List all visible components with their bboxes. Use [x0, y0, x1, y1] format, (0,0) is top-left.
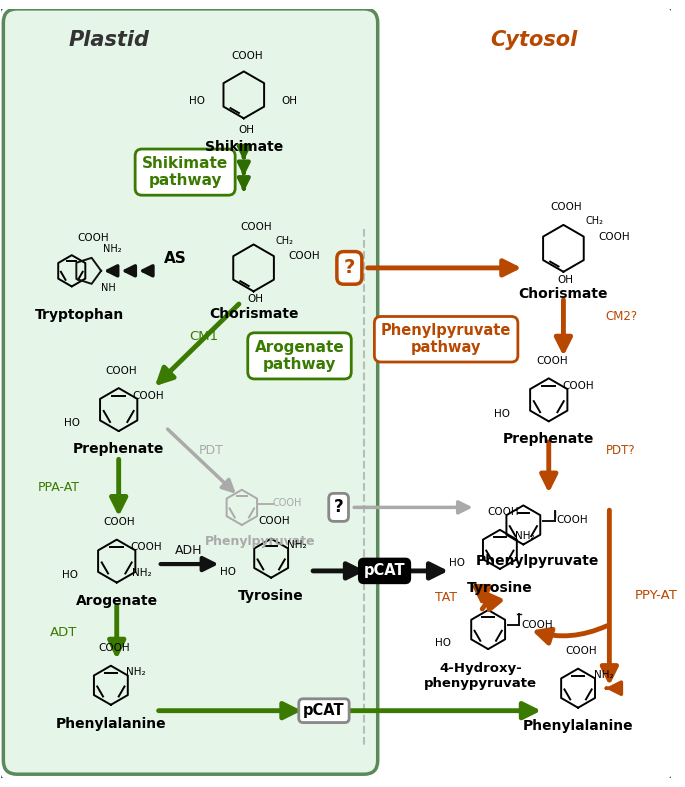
Text: OH: OH — [247, 294, 264, 305]
Text: HO: HO — [435, 638, 451, 648]
Text: Plastid: Plastid — [68, 30, 149, 50]
Text: PDT?: PDT? — [606, 444, 635, 457]
Text: ADT: ADT — [50, 626, 77, 639]
Text: COOH: COOH — [231, 51, 262, 61]
Text: CM2?: CM2? — [606, 310, 638, 323]
Text: NH₂: NH₂ — [516, 530, 535, 541]
Text: pCAT: pCAT — [303, 703, 345, 719]
Text: HO: HO — [449, 558, 464, 568]
Text: Phenylalanine: Phenylalanine — [55, 716, 166, 730]
Text: COOH: COOH — [98, 643, 129, 653]
Text: OH: OH — [281, 96, 297, 105]
Text: CM1: CM1 — [189, 330, 219, 343]
Text: Phenylpyruvate: Phenylpyruvate — [475, 554, 599, 568]
Text: CH₂: CH₂ — [586, 216, 603, 226]
Text: 4-Hydroxy-
phenypyruvate: 4-Hydroxy- phenypyruvate — [424, 662, 537, 690]
Text: Cytosol: Cytosol — [490, 30, 577, 50]
Text: Arogenate
pathway: Arogenate pathway — [255, 340, 345, 372]
Text: COOH: COOH — [288, 251, 320, 261]
Text: Chorismate: Chorismate — [519, 287, 608, 301]
Text: COOH: COOH — [556, 515, 588, 525]
FancyBboxPatch shape — [0, 5, 675, 782]
Text: NH₂: NH₂ — [287, 540, 306, 549]
Text: Shikimate
pathway: Shikimate pathway — [142, 156, 228, 188]
Text: Phenylalanine: Phenylalanine — [523, 719, 634, 733]
Text: Prephenate: Prephenate — [73, 442, 164, 456]
Text: pCAT: pCAT — [364, 563, 406, 578]
Text: COOH: COOH — [272, 498, 301, 508]
Text: Prephenate: Prephenate — [503, 432, 595, 446]
Text: COOH: COOH — [551, 202, 582, 212]
Text: OH: OH — [558, 275, 573, 285]
Text: OH: OH — [239, 125, 255, 135]
Text: NH: NH — [101, 283, 116, 294]
Text: COOH: COOH — [105, 365, 138, 375]
Text: Chorismate: Chorismate — [209, 307, 299, 321]
Text: Phenylpyruvate: Phenylpyruvate — [205, 534, 316, 548]
Text: COOH: COOH — [258, 516, 290, 526]
Text: COOH: COOH — [130, 542, 162, 552]
Text: HO: HO — [220, 567, 236, 577]
Text: COOH: COOH — [132, 391, 164, 401]
Text: COOH: COOH — [562, 381, 594, 391]
Text: COOH: COOH — [487, 508, 519, 517]
Text: TAT: TAT — [435, 591, 457, 604]
Text: ?: ? — [344, 258, 355, 277]
Text: Tyrosine: Tyrosine — [238, 589, 304, 604]
Text: Arogenate: Arogenate — [75, 594, 158, 608]
Text: COOH: COOH — [536, 356, 567, 366]
Text: NH₂: NH₂ — [103, 244, 122, 254]
Text: HO: HO — [188, 96, 205, 105]
Text: CH₂: CH₂ — [276, 235, 294, 246]
Text: COOH: COOH — [104, 517, 136, 527]
Text: PPA-AT: PPA-AT — [38, 482, 79, 494]
Text: COOH: COOH — [77, 233, 109, 242]
Text: HO: HO — [62, 570, 77, 580]
Text: AS: AS — [164, 250, 187, 266]
Text: COOH: COOH — [521, 619, 553, 630]
Text: COOH: COOH — [240, 222, 273, 232]
Text: ?: ? — [334, 498, 343, 516]
Text: Tryptophan: Tryptophan — [35, 308, 124, 322]
Text: NH₂: NH₂ — [127, 667, 146, 677]
Text: HO: HO — [64, 419, 79, 428]
Text: COOH: COOH — [565, 646, 597, 656]
FancyBboxPatch shape — [3, 9, 377, 774]
Text: ADH: ADH — [175, 544, 203, 557]
Text: COOH: COOH — [599, 231, 630, 242]
Text: Phenylpyruvate
pathway: Phenylpyruvate pathway — [381, 323, 511, 356]
Text: Shikimate: Shikimate — [205, 140, 283, 153]
Text: PPY-AT: PPY-AT — [635, 589, 677, 602]
Text: Tyrosine: Tyrosine — [467, 581, 533, 595]
Text: NH₂: NH₂ — [594, 670, 613, 679]
Text: HO: HO — [494, 408, 510, 419]
Text: NH₂: NH₂ — [132, 568, 152, 578]
Text: PDT: PDT — [199, 444, 224, 457]
